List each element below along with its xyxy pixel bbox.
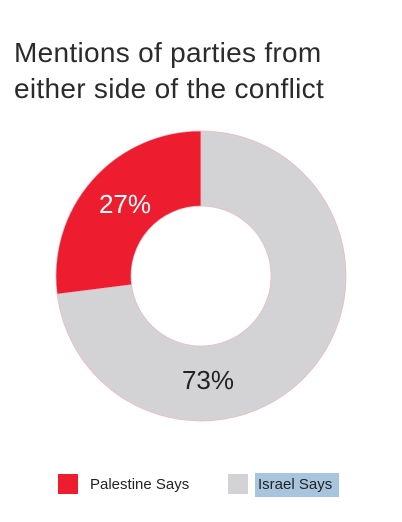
chart-title: either side of the conflict bbox=[14, 73, 324, 104]
donut-slice bbox=[56, 130, 347, 422]
legend-label: Palestine Says bbox=[90, 476, 189, 493]
legend-swatch bbox=[58, 474, 78, 494]
value-label: 73% bbox=[182, 365, 234, 395]
value-label: 27% bbox=[99, 189, 151, 219]
donut-slice bbox=[55, 130, 202, 295]
chart-title: Mentions of parties from bbox=[14, 37, 322, 68]
legend-label: Israel Says bbox=[258, 476, 332, 493]
legend-swatch bbox=[228, 474, 248, 494]
selection-highlight bbox=[255, 473, 339, 497]
